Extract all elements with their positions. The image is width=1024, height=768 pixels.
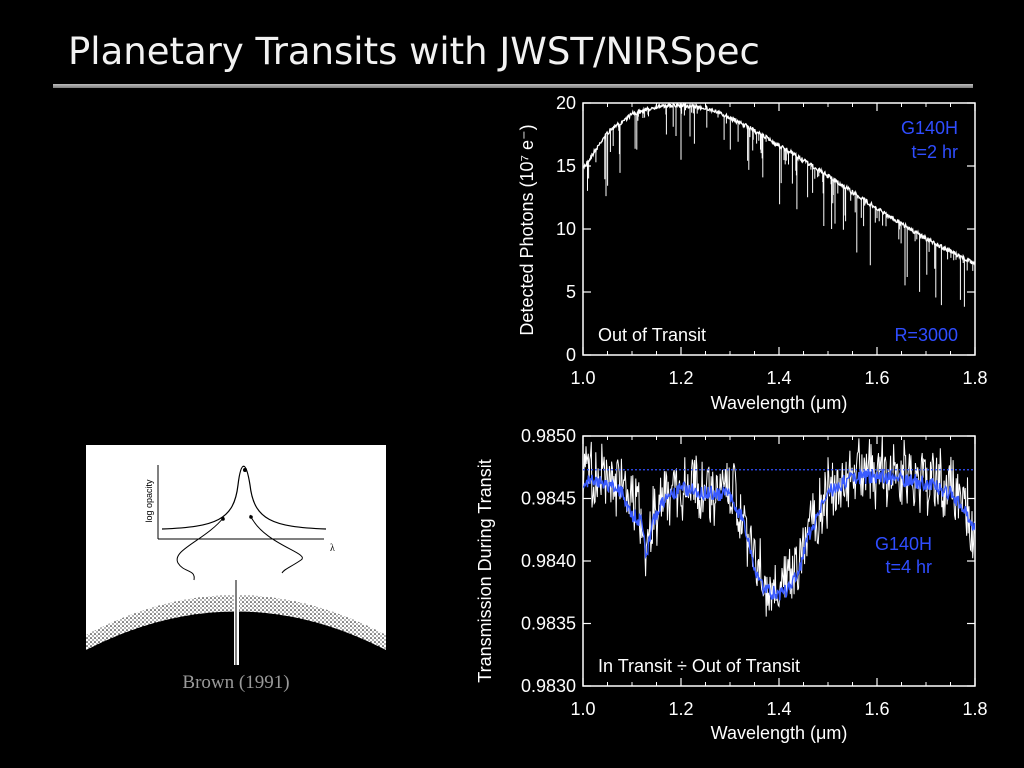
chart1-frame bbox=[582, 102, 976, 356]
figure-xlabel: λ bbox=[330, 543, 335, 554]
opacity-curve bbox=[161, 465, 327, 530]
ray-path-right bbox=[249, 514, 303, 574]
c2-ytick-label: 0.9850 bbox=[521, 426, 576, 446]
ray-path-left bbox=[176, 516, 225, 581]
chart1-annot-g140h: G140H bbox=[901, 118, 958, 138]
c2-xtick-label: 1.0 bbox=[570, 699, 595, 719]
transmission-data-noisy bbox=[583, 436, 975, 617]
figure-ylabel: log opacity bbox=[144, 479, 154, 523]
chart1-annot-out-transit: Out of Transit bbox=[598, 325, 706, 345]
c1-ytick-label: 10 bbox=[556, 219, 576, 239]
c1-xtick-label: 1.2 bbox=[668, 368, 693, 388]
brown-figure: log opacity λ bbox=[86, 445, 386, 665]
chart-transmission: 1.0 1.2 1.4 1.6 1.8 0.9830 0.9835 0.9840 0.9845 0… bbox=[475, 426, 988, 743]
c1-xtick-label: 1.4 bbox=[766, 368, 791, 388]
c2-xtick-label: 1.4 bbox=[766, 699, 791, 719]
title-rule bbox=[53, 84, 973, 88]
chart2-annot-g140h: G140H bbox=[875, 534, 932, 554]
absorption-line-set bbox=[587, 103, 974, 307]
c1-xtick-label: 1.0 bbox=[570, 368, 595, 388]
chart1-annot-resolution: R=3000 bbox=[894, 325, 958, 345]
absorption-lines bbox=[587, 103, 974, 307]
chart2-annot-time: t=4 hr bbox=[885, 557, 932, 577]
c1-ytick-label: 20 bbox=[556, 93, 576, 113]
chart1-ylabel: Detected Photons (10⁷ e⁻) bbox=[517, 124, 537, 335]
c2-xtick-label: 1.6 bbox=[864, 699, 889, 719]
c2-ytick-label: 0.9845 bbox=[521, 489, 576, 509]
c2-xtick-label: 1.8 bbox=[962, 699, 987, 719]
chart1-xlabel: Wavelength (μm) bbox=[711, 393, 848, 413]
slide-title: Planetary Transits with JWST/NIRSpec bbox=[68, 30, 760, 73]
c1-ytick-label: 5 bbox=[566, 282, 576, 302]
transmission-model bbox=[583, 468, 975, 601]
c2-xtick-label: 1.2 bbox=[668, 699, 693, 719]
chart2-annot-ratio: In Transit ÷ Out of Transit bbox=[598, 656, 800, 676]
c1-ytick-label: 15 bbox=[556, 156, 576, 176]
c2-ytick-label: 0.9840 bbox=[521, 551, 576, 571]
chart1-annot-time: t=2 hr bbox=[911, 142, 958, 162]
c1-xtick-label: 1.8 bbox=[962, 368, 987, 388]
c1-ytick-label: 0 bbox=[566, 345, 576, 365]
figure-caption: Brown (1991) bbox=[182, 672, 290, 693]
c2-ytick-label: 0.9835 bbox=[521, 614, 576, 634]
chart2-xlabel: Wavelength (μm) bbox=[711, 723, 848, 743]
chart2-ylabel: Transmission During Transit bbox=[475, 459, 495, 682]
c1-xtick-label: 1.6 bbox=[864, 368, 889, 388]
c2-ytick-label: 0.9830 bbox=[521, 676, 576, 696]
